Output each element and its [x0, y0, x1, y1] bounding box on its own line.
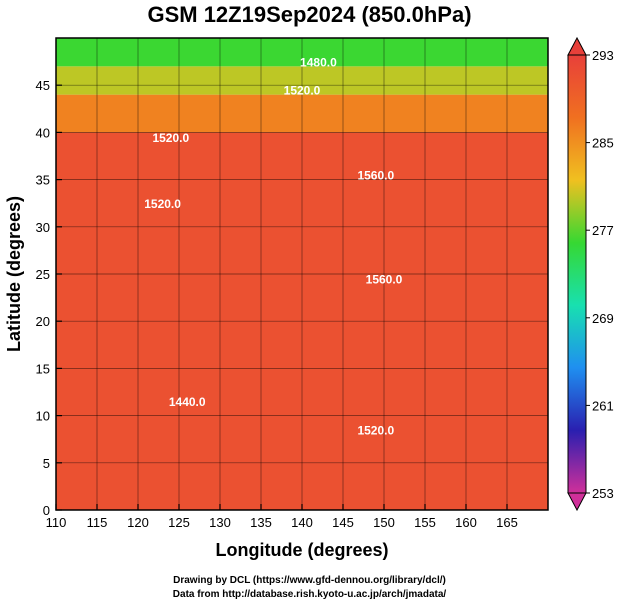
- y-tick-label: 0: [43, 503, 50, 518]
- y-tick-label: 45: [36, 78, 50, 93]
- colorbar-max-arrow: [567, 36, 587, 56]
- colorbar-tick-label: 277: [592, 223, 614, 238]
- colorbar-tick-label: 261: [592, 398, 614, 413]
- x-tick-label: 120: [127, 515, 149, 530]
- colorbar-tick-label: 269: [592, 311, 614, 326]
- y-tick-label: 15: [36, 361, 50, 376]
- credit-dcl: Drawing by DCL (https://www.gfd-dennou.o…: [173, 575, 446, 586]
- colorbar: [567, 54, 587, 494]
- plot-area: 1440.0 1520.0 1520.0 1520.0 1560.0 1560.0 1480…: [56, 38, 548, 510]
- contour-label: 1520.0: [284, 84, 321, 98]
- contour-label: 1480.0: [300, 55, 337, 69]
- colorbar-tick-label: 253: [592, 486, 614, 501]
- y-tick-label: 10: [36, 409, 50, 424]
- chart-svg: 1440.0 1520.0 1520.0 1520.0 1560.0 1560.0 1480…: [4, 36, 614, 560]
- contour-label: 1560.0: [357, 169, 394, 183]
- x-tick-label: 135: [250, 515, 272, 530]
- x-tick-label: 125: [168, 515, 190, 530]
- y-tick-label: 25: [36, 267, 50, 282]
- x-tick-label: 110: [46, 515, 67, 530]
- colorbar-tick-label: 285: [592, 136, 614, 151]
- y-tick-label: 40: [36, 125, 50, 140]
- contour-label: 1520.0: [152, 131, 189, 145]
- colorbar-tick-label: 293: [592, 48, 614, 63]
- contour-label: 1560.0: [366, 272, 403, 286]
- contour-label: 1440.0: [169, 395, 206, 409]
- x-tick-label: 140: [291, 515, 313, 530]
- x-tick-label: 145: [332, 515, 354, 530]
- credit-data-source: Data from http://database.rish.kyoto-u.a…: [172, 589, 447, 600]
- contour-label: 1520.0: [357, 423, 394, 437]
- x-tick-label: 155: [414, 515, 436, 530]
- y-tick-label: 30: [36, 220, 50, 235]
- colorbar-min-arrow: [567, 492, 587, 512]
- y-tick-label: 20: [36, 314, 50, 329]
- chart-title: GSM 12Z19Sep2024 (850.0hPa): [147, 2, 472, 27]
- x-axis-label: Longitude (degrees): [215, 540, 388, 560]
- x-tick-label: 115: [87, 515, 108, 530]
- y-axis-label: Latitude (degrees): [4, 196, 24, 352]
- y-tick-label: 35: [36, 173, 50, 188]
- x-tick-label: 165: [496, 515, 518, 530]
- y-tick-label: 5: [43, 456, 50, 471]
- contour-label: 1520.0: [144, 197, 181, 211]
- x-tick-label: 160: [455, 515, 477, 530]
- x-tick-label: 150: [373, 515, 395, 530]
- x-tick-label: 130: [209, 515, 231, 530]
